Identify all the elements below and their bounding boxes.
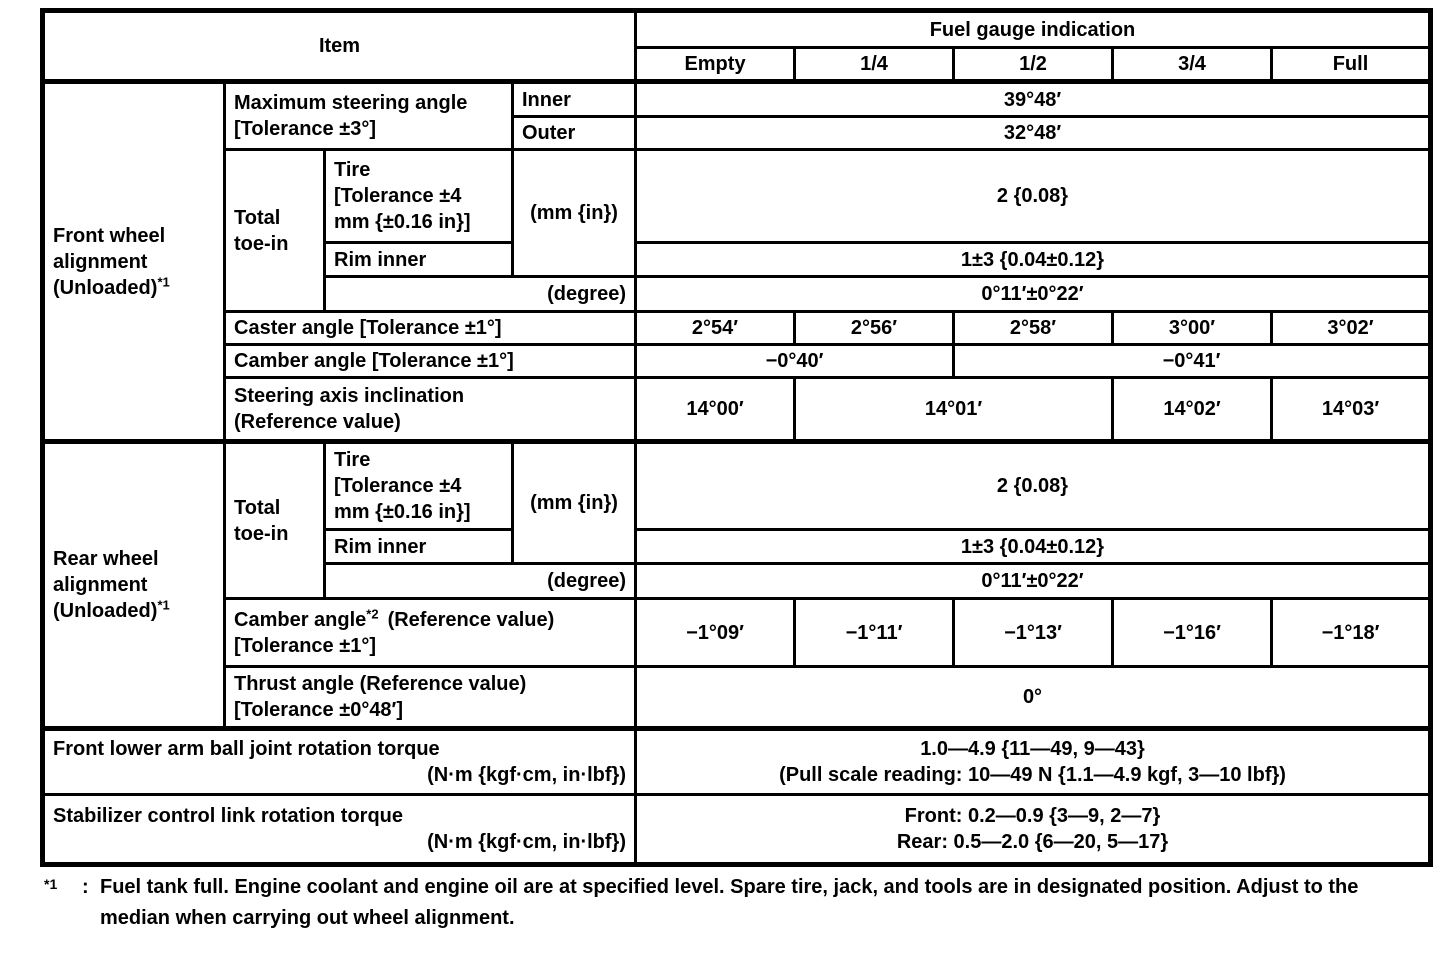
rear-camber-value-half: −1°13′ — [952, 597, 1114, 668]
max-steering-outer-label: Outer — [511, 115, 637, 151]
caster-value-quarter: 2°56′ — [793, 310, 955, 346]
item-column-header: Item — [41, 9, 637, 83]
rear-camber-label: Camber angle*2 (Reference value) [Toleran… — [223, 597, 637, 668]
front-mm-unit: (mm {in}) — [511, 148, 637, 278]
ball-joint-torque-label: Front lower arm ball joint rotation torq… — [41, 726, 637, 796]
stabilizer-torque-unit: (N·m {kgf·cm, in·lbf}) — [427, 831, 626, 853]
rear-rim-inner-value: 1±3 {0.04±0.12} — [634, 528, 1432, 565]
col-header-empty: Empty — [634, 46, 796, 83]
table-row: Thrust angle (Reference value) [Toleranc… — [43, 665, 1432, 730]
front-total-toe-in-label: Total toe-in — [223, 148, 326, 313]
rear-degree-value: 0°11′±0°22′ — [634, 562, 1432, 600]
front-section-line1: Front wheel — [53, 224, 166, 247]
front-tire-label: Tire [Tolerance ±4 mm {±0.16 in}] — [323, 148, 514, 244]
table-row: Rim inner 1±3 {0.04±0.12} — [43, 528, 1432, 565]
front-camber-value-left: −0°40′ — [634, 343, 955, 379]
thrust-angle-value: 0° — [634, 665, 1432, 730]
thrust-angle-label: Thrust angle (Reference value) [Toleranc… — [223, 665, 637, 730]
sai-value-full: 14°03′ — [1270, 376, 1432, 443]
table-row: (degree) 0°11′±0°22′ — [43, 562, 1432, 600]
front-camber-value-right: −0°41′ — [952, 343, 1432, 379]
rear-total-toe-in-label: Total toe-in — [223, 439, 326, 600]
table-row: Camber angle*2 (Reference value) [Toleran… — [43, 597, 1432, 668]
max-steering-inner-value: 39°48′ — [634, 79, 1432, 118]
table-row-header-1: Item Fuel gauge indication — [41, 9, 1432, 83]
caster-value-three-quarter: 3°00′ — [1111, 310, 1273, 346]
col-header-full: Full — [1270, 46, 1432, 83]
table-row: Caster angle [Tolerance ±1°] 2°54′ 2°56′… — [43, 310, 1432, 346]
footnote-text: Fuel tank full. Engine coolant and engin… — [100, 876, 1359, 929]
max-steering-inner-label: Inner — [511, 79, 637, 118]
front-section-line3: (Unloaded)*1 — [53, 273, 170, 299]
table-row: Rim inner 1±3 {0.04±0.12} — [43, 241, 1432, 278]
footnote-ref-1: *1 — [157, 273, 170, 289]
stabilizer-torque-label: Stabilizer control link rotation torque … — [41, 793, 637, 866]
ball-joint-torque-unit: (N·m {kgf·cm, in·lbf}) — [427, 764, 626, 786]
table-row: Camber angle [Tolerance ±1°] −0°40′ −0°4… — [43, 343, 1432, 379]
table-row: Outer 32°48′ — [43, 115, 1432, 151]
col-header-half: 1/2 — [952, 46, 1114, 83]
table-row: Total toe-in Tire [Tolerance ±4 mm {±0.1… — [43, 148, 1432, 313]
col-header-three-quarter: 3/4 — [1111, 46, 1273, 83]
rear-camber-value-full: −1°18′ — [1270, 597, 1432, 668]
footnote-ref-1: *1 — [157, 597, 170, 613]
rear-camber-value-three-quarter: −1°16′ — [1111, 597, 1273, 668]
rear-mm-unit: (mm {in}) — [511, 439, 637, 565]
rear-tire-label: Tire [Tolerance ±4 mm {±0.16 in}] — [323, 439, 514, 531]
front-rim-inner-label: Rim inner — [323, 241, 514, 278]
caster-value-full: 3°02′ — [1270, 310, 1432, 346]
rear-section-line3: (Unloaded)*1 — [53, 597, 170, 622]
caster-angle-label: Caster angle [Tolerance ±1°] — [223, 310, 637, 346]
table-row: Rear wheel alignment (Unloaded)*1 Total … — [41, 439, 1432, 730]
table-row: Steering axis inclination (Reference val… — [43, 376, 1432, 443]
table-row: (degree) 0°11′±0°22′ — [43, 275, 1432, 313]
sai-value-empty: 14°00′ — [634, 376, 796, 443]
rear-degree-unit: (degree) — [323, 562, 637, 600]
sai-value-three-quarter: 14°02′ — [1111, 376, 1273, 443]
alignment-spec-table: Item Fuel gauge indication Empty 1/4 1/2… — [40, 8, 1433, 867]
footnote-1: *1 : Fuel tank full. Engine coolant and … — [44, 872, 1430, 934]
caster-value-half: 2°58′ — [952, 310, 1114, 346]
rear-section-line2: alignment — [53, 574, 148, 596]
stabilizer-torque-value: Front: 0.2—0.9 {3—9, 2—7} Rear: 0.5—2.0 … — [634, 793, 1432, 866]
footnote-marker: *1 — [44, 876, 58, 892]
rear-section-label: Rear wheel alignment (Unloaded)*1 — [41, 439, 226, 730]
rear-tire-value: 2 {0.08} — [634, 439, 1432, 531]
sai-label: Steering axis inclination (Reference val… — [223, 376, 637, 443]
rear-section-line1: Rear wheel — [53, 548, 159, 570]
rear-camber-value-empty: −1°09′ — [634, 597, 796, 668]
front-section-label: Front wheel alignment (Unloaded)*1 — [41, 79, 226, 443]
caster-value-empty: 2°54′ — [634, 310, 796, 346]
table-row: Stabilizer control link rotation torque … — [41, 793, 1432, 866]
table-row: Front wheel alignment (Unloaded)*1 Maxim… — [41, 79, 1432, 443]
rear-rim-inner-label: Rim inner — [323, 528, 514, 565]
max-steering-angle-label: Maximum steering angle [Tolerance ±3°] — [223, 79, 514, 151]
fuel-gauge-header: Fuel gauge indication — [634, 9, 1432, 49]
front-tire-value: 2 {0.08} — [634, 148, 1432, 244]
table-row: Front lower arm ball joint rotation torq… — [41, 726, 1432, 796]
front-rim-inner-value: 1±3 {0.04±0.12} — [634, 241, 1432, 278]
front-degree-unit: (degree) — [323, 275, 637, 313]
footnote-separator: : — [82, 876, 89, 898]
front-degree-value: 0°11′±0°22′ — [634, 275, 1432, 313]
ball-joint-torque-value: 1.0—4.9 {11—49, 9—43} (Pull scale readin… — [634, 726, 1432, 796]
table-row-header-2: Empty 1/4 1/2 3/4 Full — [43, 46, 1432, 83]
sai-value-mid: 14°01′ — [793, 376, 1114, 443]
front-camber-label: Camber angle [Tolerance ±1°] — [223, 343, 637, 379]
max-steering-outer-value: 32°48′ — [634, 115, 1432, 151]
footnote-ref-2: *2 — [366, 605, 379, 621]
front-section-line2: alignment — [53, 250, 148, 273]
col-header-quarter: 1/4 — [793, 46, 955, 83]
rear-camber-value-quarter: −1°11′ — [793, 597, 955, 668]
